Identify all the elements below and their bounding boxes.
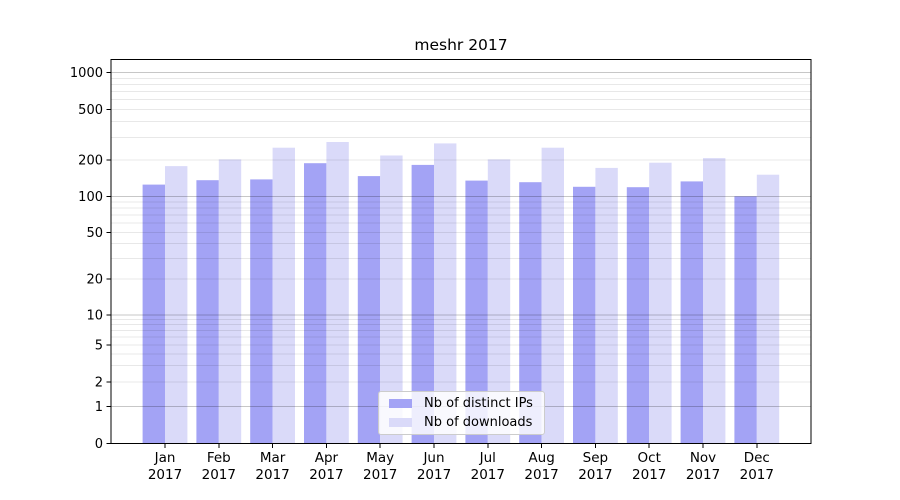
x-tick-label-may: May 2017 [363,450,397,483]
bar-downloads-oct [649,162,672,444]
x-tick-label-nov: Nov 2017 [686,450,720,483]
x-tick-label-apr: Apr 2017 [309,450,343,483]
bar-distinct-ips-mar [250,179,273,444]
y-tick-label-5: 5 [95,339,103,354]
bar-downloads-apr [326,142,349,444]
x-tick-label-jun: Jun 2017 [417,450,451,483]
bar-downloads-sep [595,167,618,444]
bar-downloads-dec [756,174,780,444]
y-tick-label-100: 100 [78,190,103,205]
bar-distinct-ips-aug [519,182,542,444]
bar-downloads-jan [165,166,188,444]
bar-distinct-ips-sep [573,186,596,444]
bar-downloads-mar [272,147,295,444]
legend-label-downloads: Nb of downloads [424,414,533,430]
bar-distinct-ips-may [357,176,381,444]
y-tick-label-1000: 1000 [70,66,103,81]
x-tick-label-oct: Oct 2017 [632,450,666,483]
y-tick-label-2: 2 [95,376,103,391]
legend-swatch-downloads [389,418,412,427]
chart-title: meshr 2017 [414,36,508,54]
x-tick-label-jul: Jul 2017 [471,450,505,483]
bar-downloads-nov [703,158,726,444]
bar-distinct-ips-jul [465,180,488,444]
x-tick-label-dec: Dec 2017 [740,450,774,483]
x-tick-label-feb: Feb 2017 [202,450,236,483]
y-tick-label-20: 20 [86,273,103,288]
legend: Nb of distinct IPs Nb of downloads [378,391,545,435]
y-tick-label-1: 1 [95,400,103,415]
bar-distinct-ips-jun [411,164,434,444]
plot-frame [110,59,812,444]
bar-distinct-ips-jan [142,184,165,444]
y-tick-label-200: 200 [78,154,103,169]
legend-swatch-distinct-ips [389,399,412,408]
x-tick-label-aug: Aug 2017 [524,450,558,483]
legend-item-distinct-ips: Nb of distinct IPs [389,395,536,411]
bar-downloads-feb [218,159,242,444]
x-tick-label-jan: Jan 2017 [148,450,182,483]
bar-downloads-aug [541,147,564,444]
bar-distinct-ips-apr [304,163,327,444]
legend-item-downloads: Nb of downloads [389,414,536,430]
y-tick-label-10: 10 [86,309,103,324]
legend-label-distinct-ips: Nb of distinct IPs [424,395,533,411]
y-tick-label-0: 0 [95,437,103,452]
bar-downloads-jun [434,143,457,444]
bar-downloads-may [380,155,403,444]
x-tick-label-sep: Sep 2017 [578,450,612,483]
y-tick-label-500: 500 [78,103,103,118]
bar-downloads-jul [487,159,511,444]
bar-distinct-ips-oct [626,187,650,444]
bar-distinct-ips-nov [680,181,703,444]
bar-distinct-ips-feb [196,180,219,444]
bar-distinct-ips-dec [734,196,757,444]
x-tick-label-mar: Mar 2017 [255,450,289,483]
y-tick-label-50: 50 [86,226,103,241]
